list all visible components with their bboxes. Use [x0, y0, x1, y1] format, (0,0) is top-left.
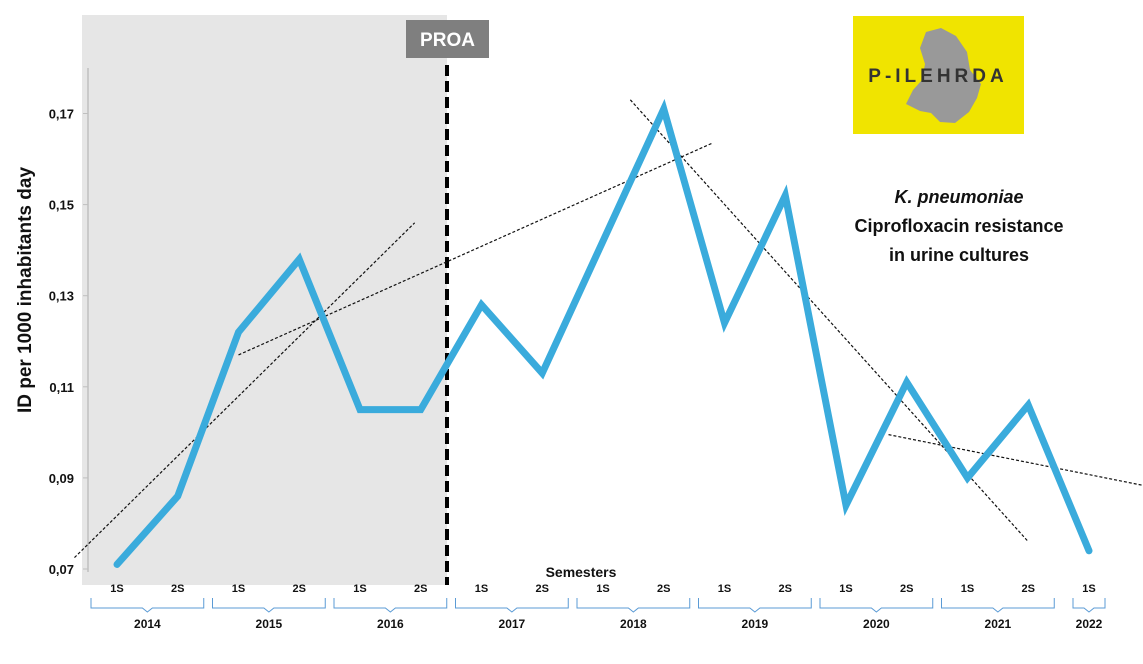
- data-point: [418, 407, 423, 412]
- x-category-label: 2S: [536, 583, 549, 595]
- region-map-icon: [906, 28, 981, 123]
- data-point: [965, 475, 970, 480]
- data-point: [1026, 403, 1031, 408]
- x-category-label: 2S: [779, 583, 792, 595]
- y-tick-label: 0,07: [49, 562, 74, 577]
- series-points: [115, 106, 1091, 567]
- y-tick-label: 0,09: [49, 471, 74, 486]
- y-tick-label: 0,17: [49, 107, 74, 122]
- data-point: [722, 321, 727, 326]
- trend-line: [74, 222, 416, 559]
- y-tick-label: 0,11: [49, 380, 74, 395]
- year-label: 2017: [499, 617, 526, 631]
- y-axis-label: ID per 1000 inhabitants day: [15, 167, 36, 413]
- year-bracket: [1072, 598, 1106, 613]
- x-axis-label: Semesters: [546, 564, 617, 580]
- year-bracket: [819, 598, 934, 613]
- x-category-label: 2S: [900, 583, 913, 595]
- data-point: [115, 562, 119, 567]
- y-tick-label: 0,13: [49, 289, 74, 304]
- year-bracket: [941, 598, 1055, 613]
- x-category-label: 2S: [414, 583, 427, 595]
- x-category-label: 2S: [293, 583, 306, 595]
- x-category-label: 1S: [839, 583, 852, 595]
- year-label: 2015: [256, 617, 283, 631]
- logo-text: P-ILEHRDA: [868, 66, 1007, 87]
- data-point: [175, 494, 180, 499]
- x-category-label: 2S: [171, 583, 184, 595]
- logo: P-ILEHRDA: [853, 16, 1024, 134]
- annotation: K. pneumoniae Ciprofloxacin resistance i…: [854, 187, 1063, 265]
- year-label: 2020: [863, 617, 890, 631]
- year-bracket: [212, 598, 326, 613]
- x-category-label: 1S: [596, 583, 609, 595]
- data-point: [297, 257, 302, 262]
- data-point: [479, 302, 484, 307]
- data-point: [783, 193, 788, 198]
- year-bracket: [333, 598, 448, 613]
- x-category-label: 2S: [1022, 583, 1035, 595]
- annotation-line-3: in urine cultures: [889, 245, 1029, 265]
- data-point: [844, 503, 848, 508]
- data-point: [904, 380, 909, 385]
- x-category-label: 1S: [232, 583, 245, 595]
- y-tick-label: 0,15: [49, 198, 74, 213]
- x-categories: 1S 2S 1S 2S 1S 2S 1S 2S 1S 2S 1S 2S 1S 2S 1S 2S 1S: [110, 583, 1095, 595]
- x-category-label: 1S: [475, 583, 488, 595]
- data-point: [601, 239, 605, 244]
- annotation-line-2: Ciprofloxacin resistance: [854, 216, 1063, 236]
- year-label: 2019: [742, 617, 769, 631]
- x-category-label: 1S: [1082, 583, 1095, 595]
- annotation-line-1: K. pneumoniae: [894, 187, 1023, 207]
- proa-label-box: [406, 20, 489, 58]
- data-point: [540, 371, 545, 376]
- year-label: 2016: [377, 617, 404, 631]
- year-bracket: [90, 598, 205, 613]
- data-point: [661, 106, 666, 111]
- data-point: [236, 330, 241, 335]
- year-bracket: [455, 598, 569, 613]
- x-category-label: 2S: [657, 583, 670, 595]
- year-label: 2018: [620, 617, 647, 631]
- year-bracket: [576, 598, 691, 613]
- trend-line: [888, 434, 1143, 486]
- data-point: [1087, 548, 1091, 553]
- x-years: 2014 2015 2016 2017 2018 2019 2020 2021 2022: [90, 598, 1106, 631]
- x-category-label: 1S: [718, 583, 731, 595]
- x-category-label: 1S: [353, 583, 366, 595]
- proa-label: PROA: [420, 30, 475, 51]
- year-label: 2021: [985, 617, 1012, 631]
- year-label: 2014: [134, 617, 161, 631]
- y-ticks: 0,07 0,09 0,11 0,13 0,15 0,17: [49, 107, 88, 577]
- year-bracket: [698, 598, 812, 613]
- data-point: [358, 407, 362, 412]
- x-category-label: 1S: [110, 583, 123, 595]
- x-category-label: 1S: [961, 583, 974, 595]
- year-label: 2022: [1076, 617, 1103, 631]
